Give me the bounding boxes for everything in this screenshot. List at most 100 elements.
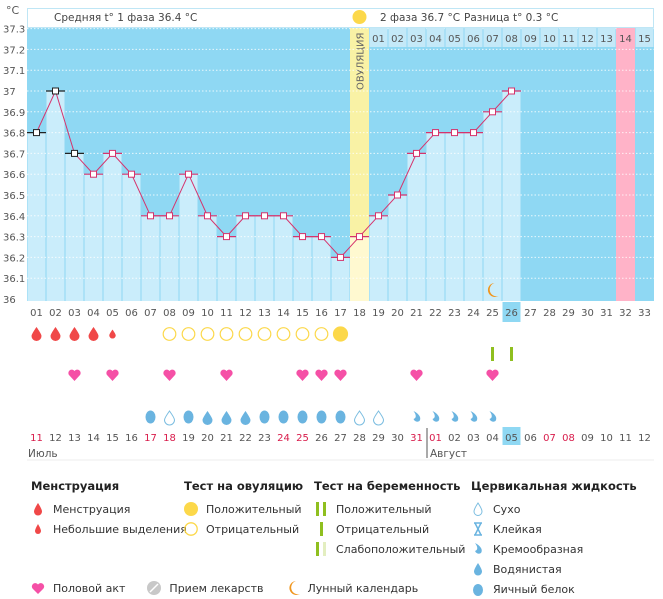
sticky-icon — [471, 522, 485, 536]
dpo-label: 05 — [448, 34, 461, 45]
heart-icon — [220, 369, 233, 381]
legend-title: Менструация — [31, 479, 120, 493]
legend-label: Небольшие выделения — [53, 522, 187, 536]
cycle-day-label: 30 — [581, 308, 594, 319]
dry-icon — [353, 410, 366, 426]
dpo-label: 04 — [429, 34, 442, 45]
moon-icon — [286, 580, 300, 596]
dpo-cell — [597, 28, 616, 47]
temperature-bar — [464, 132, 483, 301]
bbt-chart: °C Средняя t° 1 фаза 36.4 °C 2 фаза 36.7 °… — [3, 4, 654, 461]
calendar-date: 26 — [315, 433, 328, 444]
temperature-point — [261, 212, 268, 220]
creamy-icon — [432, 411, 440, 422]
calendar-date: 01 — [429, 433, 442, 444]
legend-label: Прием лекарств — [169, 581, 264, 595]
calendar-date: 17 — [144, 433, 157, 444]
temperature-bar — [236, 215, 255, 301]
menstruation-icon — [88, 327, 99, 342]
calendar-date: 14 — [87, 433, 100, 444]
temperature-bar — [46, 91, 65, 301]
temperature-bar — [160, 215, 179, 301]
temperature-point — [204, 212, 211, 220]
pregnancy-weak-icon — [314, 542, 328, 556]
dpo-cell — [426, 28, 445, 47]
pill-icon — [147, 581, 162, 595]
temperature-point — [337, 253, 344, 261]
creamy-icon — [471, 542, 485, 556]
dpo-label: 11 — [562, 34, 575, 45]
y-tick-label: 36.4 — [3, 212, 25, 223]
watery-icon — [240, 411, 251, 425]
heart-icon — [334, 369, 347, 381]
pregnancy-positive-icon — [314, 502, 328, 516]
phase2-average: 2 фаза 36.7 °C — [380, 12, 460, 24]
pregnancy-negative-icon — [314, 522, 328, 536]
y-tick-label: 37.1 — [3, 66, 25, 77]
heart-icon — [163, 369, 176, 381]
temperature-point — [299, 233, 306, 241]
heart-icon — [410, 369, 423, 381]
dpo-label: 03 — [410, 34, 423, 45]
temperature-point — [33, 129, 40, 137]
creamy-icon — [413, 411, 421, 422]
dpo-label: 02 — [391, 34, 404, 45]
y-tick-label: 37 — [3, 87, 16, 98]
y-tick-label: 36.3 — [3, 233, 25, 244]
menstruation-icon — [31, 327, 42, 342]
sun-icon — [352, 10, 367, 24]
pregnancy-test-negative-icon — [510, 347, 513, 361]
legend-label: Менструация — [53, 502, 131, 516]
cycle-day-label: 09 — [182, 308, 195, 319]
cycle-day-label: 33 — [638, 308, 651, 319]
cycle-day-label: 10 — [201, 308, 214, 319]
calendar-date: 02 — [448, 433, 461, 444]
legend-title: Тест на овуляцию — [184, 479, 304, 493]
summary-box — [27, 8, 654, 28]
temperature-bar — [502, 91, 521, 301]
legend-label: Положительный — [206, 502, 302, 516]
legend-label: Клейкая — [493, 522, 542, 536]
temperature-point — [128, 170, 135, 178]
dpo-cell — [559, 28, 578, 47]
calendar-date: 25 — [296, 433, 309, 444]
egg-white-icon — [335, 410, 346, 424]
legend-other: Половой акт Прием лекарств Лунный календ… — [31, 578, 418, 598]
temperature-point — [166, 212, 173, 220]
temperature-point — [356, 233, 363, 241]
cycle-day-label: 31 — [600, 308, 613, 319]
temperature-point — [147, 212, 154, 220]
dpo-cell — [407, 28, 426, 47]
dpo-cell — [578, 28, 597, 47]
calendar-date: 28 — [353, 433, 366, 444]
expected-period-column — [616, 28, 635, 301]
temperature-bar — [388, 195, 407, 301]
cycle-day-label: 15 — [296, 308, 309, 319]
dpo-label: 12 — [581, 34, 594, 45]
ovulation-test-negative-icon — [238, 327, 253, 341]
cycle-day-label: 29 — [562, 308, 575, 319]
today-highlight — [502, 427, 521, 445]
temperature-bar — [331, 257, 350, 301]
temperature-bar — [103, 153, 122, 301]
legend-title: Тест на беременность — [314, 479, 461, 493]
dpo-cell — [483, 28, 502, 47]
ovulation-bar — [350, 236, 369, 301]
temperature-bar — [369, 215, 388, 301]
dpo-label: 06 — [467, 34, 480, 45]
temperature-point — [470, 129, 477, 137]
temperature-bar — [217, 236, 236, 301]
heart-icon — [68, 369, 81, 381]
watery-icon — [221, 411, 232, 425]
cycle-day-label: 14 — [277, 308, 290, 319]
calendar-date: 29 — [372, 433, 385, 444]
temperature-point — [242, 212, 249, 220]
cycle-day-label: 17 — [334, 308, 347, 319]
cycle-day-label: 16 — [315, 308, 328, 319]
calendar-date: 05 — [505, 433, 518, 444]
ovulation-test-negative-icon — [219, 327, 234, 341]
dpo-cell — [369, 28, 388, 47]
cycle-day-label: 03 — [68, 308, 81, 319]
cycle-day-label: 27 — [524, 308, 537, 319]
legend-label: Кремообразная — [493, 542, 584, 556]
